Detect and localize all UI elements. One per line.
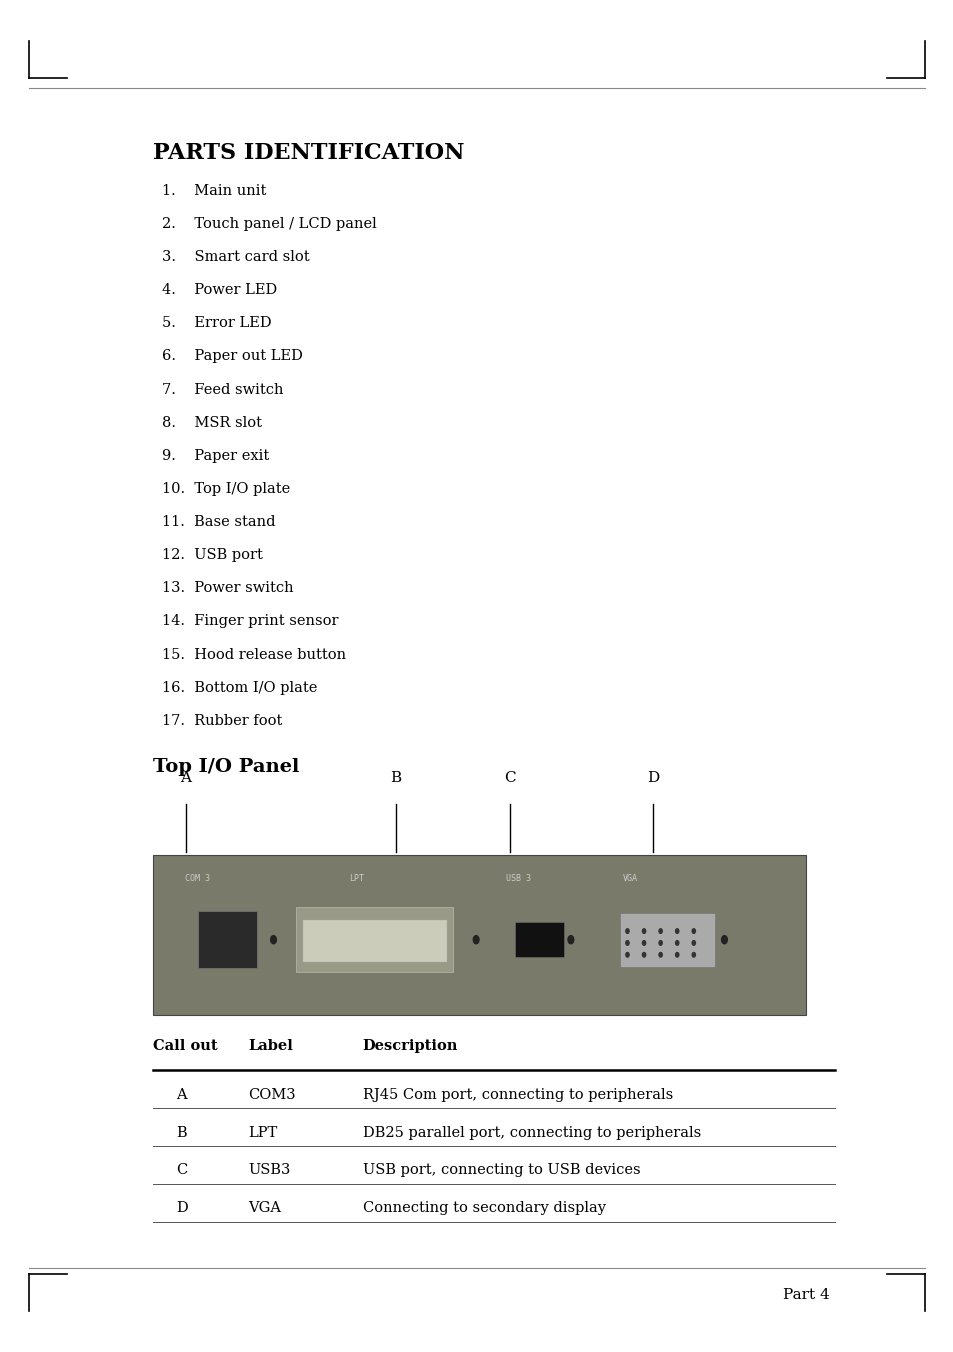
- Text: 8.    MSR slot: 8. MSR slot: [162, 416, 262, 430]
- Text: C: C: [504, 771, 516, 786]
- Text: DB25 parallel port, connecting to peripherals: DB25 parallel port, connecting to periph…: [362, 1126, 700, 1140]
- Text: Label: Label: [248, 1040, 293, 1053]
- Text: 13.  Power switch: 13. Power switch: [162, 581, 294, 595]
- Text: VGA: VGA: [622, 875, 638, 883]
- Bar: [296, 907, 453, 972]
- Circle shape: [641, 953, 645, 957]
- Text: COM 3: COM 3: [185, 875, 210, 883]
- Text: COM3: COM3: [248, 1088, 295, 1102]
- Text: 12.  USB port: 12. USB port: [162, 549, 263, 562]
- Text: D: D: [176, 1202, 188, 1215]
- Bar: [198, 911, 257, 968]
- Bar: [302, 921, 447, 963]
- Text: Part 4: Part 4: [782, 1288, 829, 1302]
- Text: B: B: [390, 771, 401, 786]
- Circle shape: [692, 941, 695, 945]
- Text: LPT: LPT: [248, 1126, 277, 1140]
- Circle shape: [473, 936, 478, 944]
- Circle shape: [675, 929, 679, 933]
- Text: VGA: VGA: [248, 1202, 281, 1215]
- Text: D: D: [647, 771, 659, 786]
- Bar: [152, 856, 805, 1014]
- Text: PARTS IDENTIFICATION: PARTS IDENTIFICATION: [152, 142, 464, 164]
- Circle shape: [271, 936, 276, 944]
- Text: 11.  Base stand: 11. Base stand: [162, 515, 275, 529]
- Text: C: C: [176, 1164, 188, 1178]
- Text: B: B: [176, 1126, 187, 1140]
- Text: Top I/O Panel: Top I/O Panel: [152, 757, 298, 776]
- Circle shape: [659, 929, 661, 933]
- Circle shape: [567, 936, 573, 944]
- Circle shape: [692, 953, 695, 957]
- Text: USB port, connecting to USB devices: USB port, connecting to USB devices: [362, 1164, 639, 1178]
- Circle shape: [625, 953, 628, 957]
- Text: LPT: LPT: [349, 875, 363, 883]
- Text: 3.    Smart card slot: 3. Smart card slot: [162, 250, 310, 264]
- Text: USB3: USB3: [248, 1164, 290, 1178]
- Text: Connecting to secondary display: Connecting to secondary display: [362, 1202, 605, 1215]
- Text: 2.    Touch panel / LCD panel: 2. Touch panel / LCD panel: [162, 216, 376, 231]
- Text: 9.    Paper exit: 9. Paper exit: [162, 449, 269, 462]
- Text: 7.    Feed switch: 7. Feed switch: [162, 383, 283, 396]
- Text: 16.  Bottom I/O plate: 16. Bottom I/O plate: [162, 681, 317, 695]
- Text: 6.    Paper out LED: 6. Paper out LED: [162, 349, 303, 364]
- Circle shape: [675, 953, 679, 957]
- Circle shape: [659, 953, 661, 957]
- Circle shape: [720, 936, 726, 944]
- Text: 15.  Hood release button: 15. Hood release button: [162, 648, 346, 661]
- Text: 14.  Finger print sensor: 14. Finger print sensor: [162, 614, 338, 629]
- Text: Description: Description: [362, 1040, 457, 1053]
- Text: 5.    Error LED: 5. Error LED: [162, 316, 272, 330]
- Circle shape: [659, 941, 661, 945]
- Text: 17.  Rubber foot: 17. Rubber foot: [162, 714, 282, 727]
- Circle shape: [625, 929, 628, 933]
- Circle shape: [675, 941, 679, 945]
- Text: RJ45 Com port, connecting to peripherals: RJ45 Com port, connecting to peripherals: [362, 1088, 672, 1102]
- Circle shape: [641, 941, 645, 945]
- Circle shape: [692, 929, 695, 933]
- Text: 10.  Top I/O plate: 10. Top I/O plate: [162, 483, 290, 496]
- Text: Call out: Call out: [152, 1040, 217, 1053]
- Text: USB 3: USB 3: [505, 875, 530, 883]
- Bar: [619, 913, 714, 967]
- Text: 4.    Power LED: 4. Power LED: [162, 283, 277, 297]
- Text: 1.    Main unit: 1. Main unit: [162, 184, 266, 197]
- Circle shape: [625, 941, 628, 945]
- Bar: [515, 922, 564, 957]
- Circle shape: [641, 929, 645, 933]
- Text: A: A: [180, 771, 192, 786]
- Text: A: A: [176, 1088, 187, 1102]
